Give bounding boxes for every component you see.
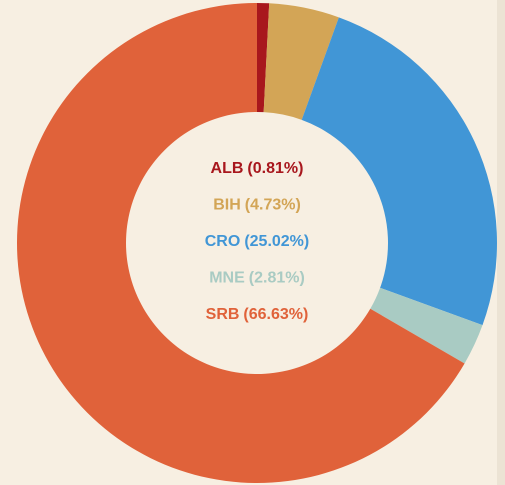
donut-segment — [301, 17, 498, 326]
legend-value: (2.81%) — [249, 270, 305, 287]
legend-name: ALB — [211, 160, 244, 177]
legend-value: (66.63%) — [243, 306, 308, 323]
legend-name: BIH — [213, 197, 241, 214]
legend-value: (0.81%) — [247, 160, 303, 177]
legend-name: SRB — [206, 306, 240, 323]
legend-name: MNE — [209, 270, 245, 287]
legend-value: (4.73%) — [245, 197, 301, 214]
legend-entry: SRB (66.63%) — [206, 306, 309, 323]
donut-segment — [257, 3, 270, 113]
legend-entry: BIH (4.73%) — [213, 197, 301, 214]
legend-entry: CRO (25.02%) — [205, 233, 309, 250]
donut-segment — [370, 287, 483, 364]
legend-entry: ALB (0.81%) — [211, 160, 304, 177]
legend-name: CRO — [205, 233, 241, 250]
donut-segment — [17, 3, 465, 483]
legend-value: (25.02%) — [244, 233, 309, 250]
edge-shadow — [497, 0, 505, 485]
legend-entry: MNE (2.81%) — [209, 270, 305, 287]
donut-segment — [263, 3, 339, 120]
